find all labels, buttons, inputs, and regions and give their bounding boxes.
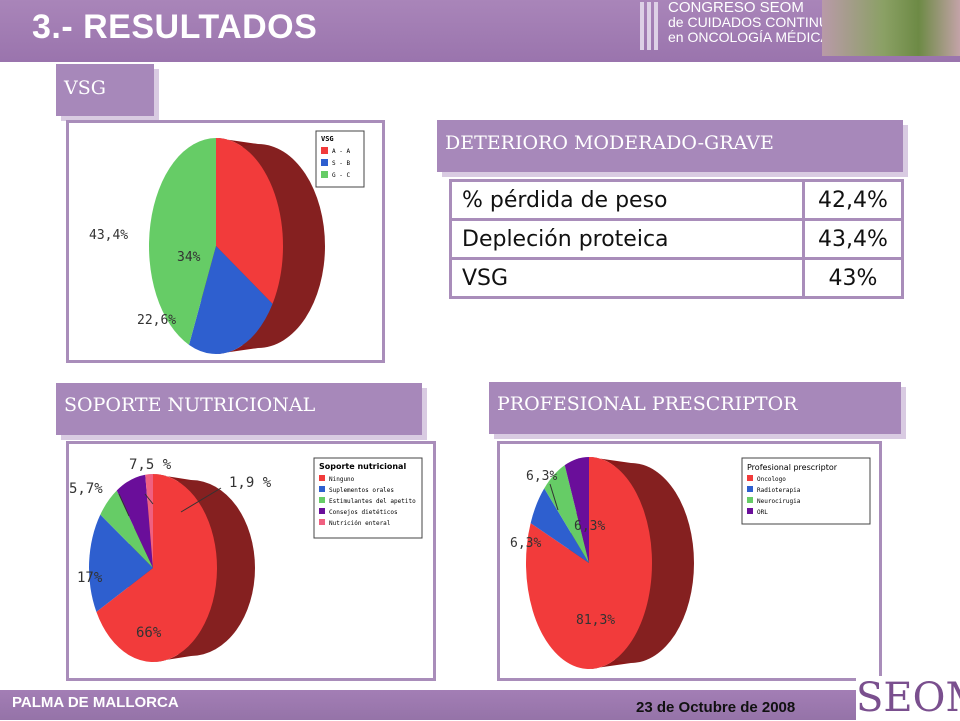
data-label: 17% [77,570,103,586]
legend-entry: Nutrición enteral [329,520,391,527]
table-cell-label: % pérdida de peso [449,179,805,221]
data-label: 6,3% [574,519,605,534]
pie-slice [216,138,283,304]
legend-swatch [319,486,325,492]
data-label: 34% [177,250,201,265]
pie-slice [189,246,273,354]
section-header-soporte: SOPORTE NUTRICIONAL [56,383,422,435]
page-title: 3.- RESULTADOS [32,8,318,46]
leader-line [549,483,559,511]
legend-swatch [319,519,325,525]
header-bar [0,0,960,62]
data-label: 1,9 % [229,475,272,491]
data-label: 81,3% [576,613,615,628]
chart-legend: VSG A - A S - B G - C [315,130,365,188]
table-row: VSG 43% [449,257,904,299]
legend-swatch [747,475,753,481]
table-cell-value: 42,4% [802,179,904,221]
section-header-deterioro: DETERIORO MODERADO-GRAVE [437,120,903,172]
footer-bar [0,690,960,720]
legend-swatch [747,497,753,503]
data-label: 66% [136,625,162,641]
table-cell-value: 43,4% [802,218,904,260]
legend-swatch [319,497,325,503]
data-label: 22,6% [137,313,176,328]
table-row: Depleción proteica 43,4% [449,218,904,260]
pie-slice [100,490,153,568]
legend-entry: Neurocirugia [757,498,801,505]
data-label: 6,3% [510,536,541,551]
legend-swatch [747,508,753,514]
legend-entry: A - A [332,148,350,155]
vsg-chart-frame: VSG A - A S - B G - C 34% 22,6% 43,4% [66,120,385,363]
legend-title: VSG [321,135,334,143]
seom-logo: SEOM [856,676,960,720]
pie-slice [544,465,589,563]
legend-swatch [321,171,328,178]
pie-slice [564,457,589,563]
legend-swatch [321,159,328,166]
congress-line-3: en ONCOLOGÍA MÉDICA [668,29,830,45]
chart-legend: Profesional prescriptor Oncologo Radiote… [741,457,871,525]
data-label: 7,5 % [129,457,172,473]
table-cell-value: 43% [802,257,904,299]
profesional-chart-frame: Profesional prescriptor Oncologo Radiote… [497,441,882,681]
table-row: % pérdida de peso 42,4% [449,179,904,221]
header-photo [822,0,960,56]
pie-slice [530,488,589,563]
congress-logo-bars [640,2,664,50]
legend-swatch [747,486,753,492]
legend-entry: Estimulantes del apetito [329,498,416,505]
pie-slice [96,474,217,662]
legend-entry: Ninguno [329,476,355,483]
table-cell-label: VSG [449,257,805,299]
legend-swatch [319,508,325,514]
section-header-vsg: VSG [56,64,154,116]
legend-entry: S - B [332,160,350,167]
data-label: 43,4% [89,228,128,243]
legend-entry: Consejos dietéticos [329,509,398,516]
legend-entry: Suplementos orales [329,487,394,494]
legend-entry: Oncologo [757,476,786,483]
legend-entry: Radioterapia [757,487,801,494]
legend-title: Profesional prescriptor [747,463,838,472]
table-cell-label: Depleción proteica [449,218,805,260]
data-label: 5,7% [69,481,103,497]
legend-entry: G - C [332,172,350,179]
soporte-pie-chart: Soporte nutricional Ninguno Suplementos … [69,457,423,662]
congress-line-2: de CUIDADOS CONTINUOS [668,14,850,30]
legend-swatch [319,475,325,481]
legend-title: Soporte nutricional [319,462,406,471]
congress-line-1: CONGRESO SEOM [668,0,804,16]
pie-slice [116,474,153,568]
deterioro-table: % pérdida de peso 42,4% Depleción proteic… [449,179,904,299]
vsg-pie-chart: VSG A - A S - B G - C 34% 22,6% 43,4% [89,130,365,354]
data-label: 6,3% [526,469,557,484]
congress-logo-text: CONGRESO SEOM de CUIDADOS CONTINUOS en O… [668,0,849,45]
soporte-chart-frame: Soporte nutricional Ninguno Suplementos … [66,441,436,681]
pie-slice [148,138,216,345]
profesional-pie-chart: Profesional prescriptor Oncologo Radiote… [510,457,871,669]
leader-line [180,487,222,513]
leader-line [144,493,154,505]
legend-swatch [321,147,328,154]
leader-line [118,493,130,517]
chart-legend: Soporte nutricional Ninguno Suplementos … [313,457,423,539]
pie-slice [89,514,153,612]
footer-place: PALMA DE MALLORCA [12,694,179,711]
legend-entry: ORL [757,509,768,516]
section-header-profesional: PROFESIONAL PRESCRIPTOR [489,382,901,434]
footer-date: 23 de Octubre de 2008 [636,699,796,716]
